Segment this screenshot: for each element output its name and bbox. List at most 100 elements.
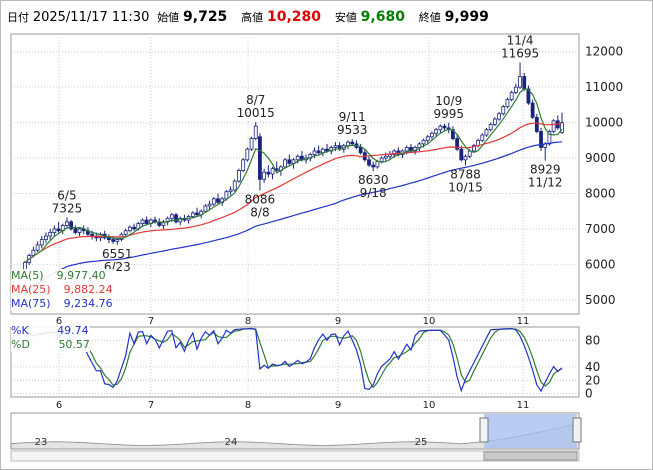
candle-body [249,138,254,150]
stoch-x-month-label: 6 [56,400,62,411]
y-tick-label: 8000 [585,186,616,200]
candle-body [518,76,522,88]
high-label: 高値 [241,11,264,24]
stoch-x-month-label: 10 [423,400,436,411]
candle-body [144,219,149,225]
annotation-high-value: 7325 [52,201,83,215]
ma75-label: MA(75) [11,297,51,310]
k-legend: %K 49.74 [11,324,90,338]
stoch-y-tick-label: 0 [585,387,593,401]
candle-body [241,159,246,171]
navigator-year-label: 23 [35,437,48,448]
k-label: %K [11,324,29,337]
candle-body [312,150,317,155]
high-value: 10,280 [266,9,321,25]
ma5-legend: MA(5) 9,977.40 [11,269,113,283]
ma5-label: MA(5) [11,269,44,282]
candle-body [388,154,392,157]
candle-body [539,131,543,148]
stoch-x-month-label: 7 [148,400,154,411]
ma25-legend: MA(25) 9,882.24 [11,283,113,297]
ma75-value: 9,234.76 [63,297,113,310]
candle-body [392,150,397,155]
candle-body [228,189,233,193]
candle-body [266,171,271,175]
ma75-legend: MA(75) 9,234.76 [11,297,113,311]
y-tick-label: 5000 [585,293,616,307]
annotation-low-date: 9/18 [360,186,387,200]
stoch-y-tick-label: 40 [585,360,600,374]
annotation-low-value: 8788 [450,168,481,182]
candle-body [497,113,501,120]
annotation-high-value: 9533 [337,123,368,137]
candle-body [383,155,388,159]
candle-body [190,212,195,217]
candle-body [505,99,510,108]
annotation-low-date: 8/8 [250,205,269,219]
y-tick-label: 11000 [585,80,623,94]
candle-body [123,230,128,235]
y-tick-label: 7000 [585,222,616,236]
y-tick-label: 6000 [585,257,616,271]
navigator-selection [484,414,577,448]
annotation-high-date: 9/11 [339,110,366,124]
candle-body [350,141,355,145]
navigator-scrollbar-thumb [483,451,578,461]
candle-body [44,235,48,240]
annotation-low-value: 8630 [358,173,389,187]
candle-body [287,159,292,164]
d-legend: %D 50.57 [11,338,90,352]
y-tick-label: 10000 [585,116,623,130]
annotation-high-value: 10015 [237,106,275,120]
candle-body [480,134,485,141]
candle-body [291,159,296,164]
candle-body [65,221,69,226]
date-label: 日付 [7,11,29,24]
x-month-label: 6 [56,316,62,327]
candle-body [77,228,82,233]
annotation-low-value: 8929 [530,163,561,177]
candle-body [127,226,132,232]
candle-body [522,76,527,90]
candle-body [245,148,250,161]
candle-body [442,125,447,129]
candle-body [283,159,288,168]
stoch-x-month-label: 11 [517,400,530,411]
annotation-high-value: 11695 [501,47,539,61]
ma25-value: 9,882.24 [63,283,113,296]
d-label: %D [11,338,30,351]
ma25-line [24,122,563,264]
candle-body [425,136,430,141]
candle-body [471,145,476,152]
d-value: 50.57 [58,338,90,351]
ma75-line [24,141,563,295]
y-tick-label: 9000 [585,151,616,165]
candle-body [375,161,380,168]
candle-body [346,141,350,147]
candle-body [111,239,116,242]
candle-body [488,123,493,131]
candle-body [253,125,258,139]
low-value: 9,680 [360,9,405,25]
candle-body [258,136,262,180]
candle-body [337,145,342,150]
close-label: 終値 [418,11,441,24]
candle-body [195,212,199,216]
annotation-low-value: 6551 [102,247,133,261]
open-label: 始値 [157,11,180,24]
candle-body [48,232,53,237]
low-label: 安値 [334,11,357,24]
candle-body [526,88,531,104]
candle-body [270,168,275,175]
navigator-left-handle [479,417,489,443]
y-tick-label: 12000 [585,45,623,59]
candle-body [107,237,111,240]
annotation-high-date: 8/7 [246,93,265,107]
stoch-pane-frame [10,326,580,398]
candle-body [417,143,422,148]
navigator-right-handle [572,417,582,443]
candle-body [316,150,321,154]
candle-body [140,219,145,225]
candle-body [232,180,237,191]
